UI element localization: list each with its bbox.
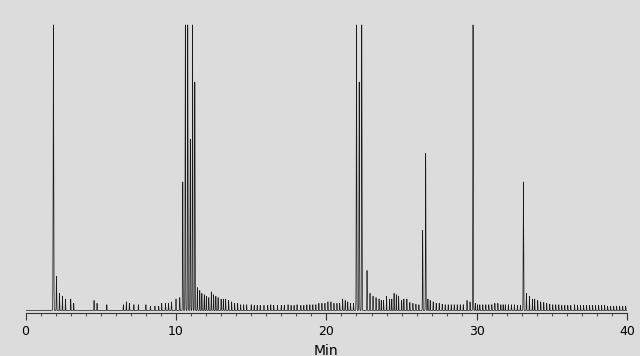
X-axis label: Min: Min (314, 344, 339, 356)
